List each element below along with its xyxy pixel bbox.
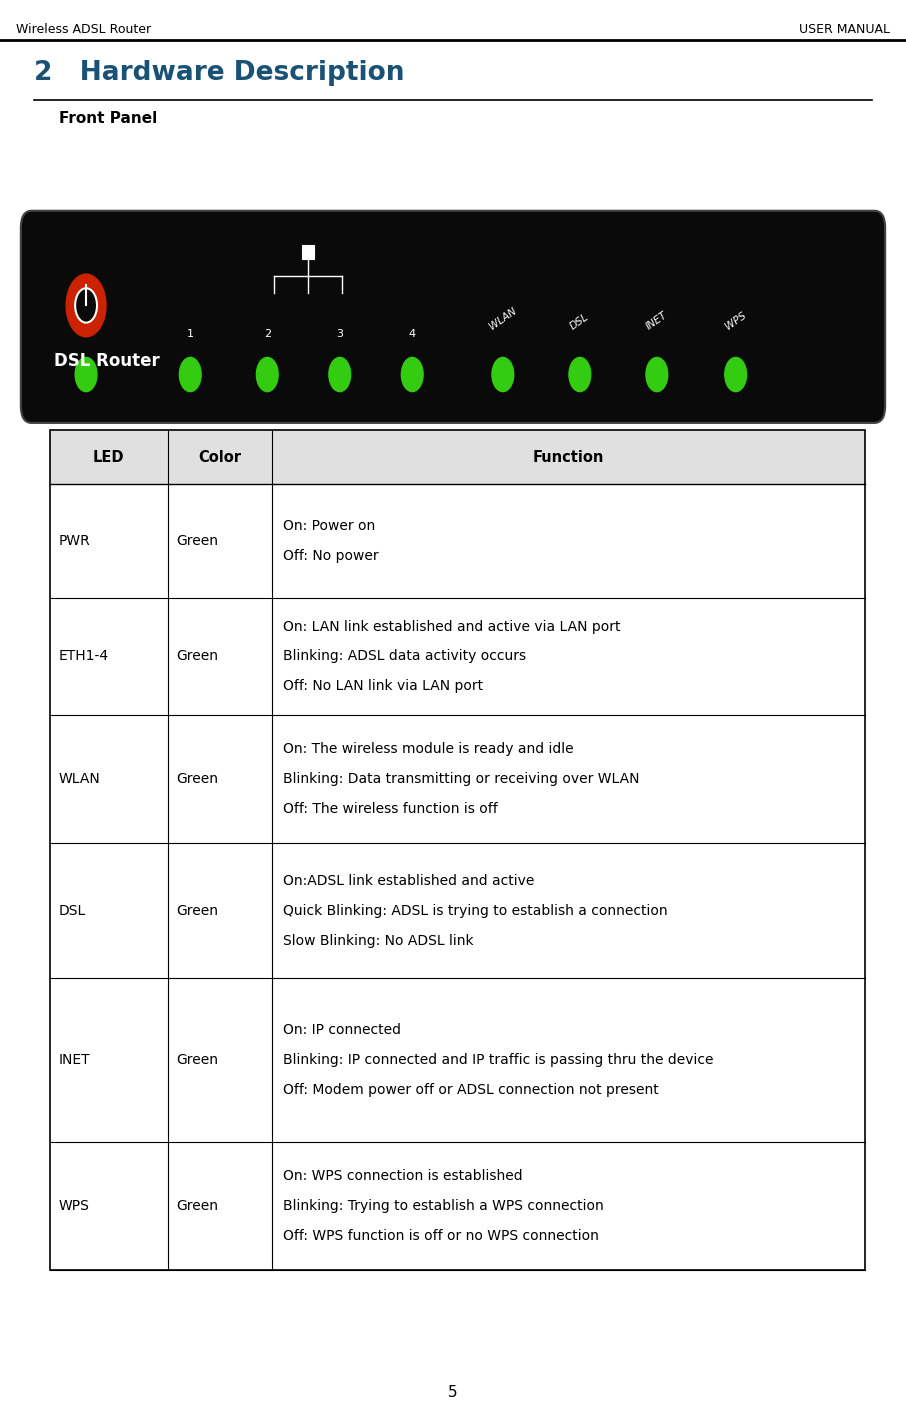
Text: ETH1-4: ETH1-4 [59,649,109,664]
Text: Green: Green [177,1054,218,1067]
Text: Blinking: IP connected and IP traffic is passing thru the device: Blinking: IP connected and IP traffic is… [283,1054,713,1067]
Circle shape [492,357,514,392]
Circle shape [725,357,747,392]
Text: 1: 1 [187,329,194,339]
Text: On:ADSL link established and active: On:ADSL link established and active [283,874,534,887]
Circle shape [569,357,591,392]
Text: Green: Green [177,772,218,786]
Bar [50,430,865,484]
Text: 2   Hardware Description: 2 Hardware Description [34,60,405,85]
Text: Slow Blinking: No ADSL link: Slow Blinking: No ADSL link [283,934,473,947]
Bar [50,598,865,715]
Text: 2: 2 [264,329,271,339]
Text: WLAN: WLAN [59,772,101,786]
Bar [50,843,865,978]
Text: Off: No LAN link via LAN port: Off: No LAN link via LAN port [283,679,483,693]
Text: LED: LED [93,450,124,464]
Circle shape [75,357,97,392]
Text: INET: INET [644,310,670,332]
Text: PWR: PWR [59,534,91,548]
Text: On: Power on: On: Power on [283,520,375,533]
Circle shape [646,357,668,392]
Text: Front Panel: Front Panel [59,111,157,127]
Text: INET: INET [59,1054,91,1067]
Text: Green: Green [177,904,218,917]
Bar [50,715,865,843]
Text: 5: 5 [448,1386,458,1400]
Text: Blinking: ADSL data activity occurs: Blinking: ADSL data activity occurs [283,649,525,664]
Text: DSL Router: DSL Router [54,352,160,370]
Text: Off: WPS function is off or no WPS connection: Off: WPS function is off or no WPS conne… [283,1229,599,1243]
Bar [302,245,314,259]
Bar [50,1142,865,1270]
Text: WPS: WPS [723,310,748,332]
Text: Color: Color [198,450,241,464]
Text: 4: 4 [409,329,416,339]
Text: Off: Modem power off or ADSL connection not present: Off: Modem power off or ADSL connection … [283,1084,659,1096]
Text: Green: Green [177,649,218,664]
Circle shape [179,357,201,392]
Text: DSL: DSL [59,904,86,917]
Text: Blinking: Data transmitting or receiving over WLAN: Blinking: Data transmitting or receiving… [283,772,639,786]
Text: Green: Green [177,1199,218,1213]
Text: WPS: WPS [59,1199,90,1213]
Text: On: LAN link established and active via LAN port: On: LAN link established and active via … [283,619,621,634]
Circle shape [75,288,97,323]
Bar [50,484,865,598]
Circle shape [401,357,423,392]
Text: Blinking: Trying to establish a WPS connection: Blinking: Trying to establish a WPS conn… [283,1199,603,1213]
Circle shape [66,273,106,337]
Text: Off: No power: Off: No power [283,550,379,562]
Bar [50,978,865,1142]
Text: WLAN: WLAN [487,306,518,332]
Text: Function: Function [533,450,604,464]
Circle shape [256,357,278,392]
Text: On: IP connected: On: IP connected [283,1024,400,1037]
Text: On: The wireless module is ready and idle: On: The wireless module is ready and idl… [283,742,573,756]
Text: 3: 3 [336,329,343,339]
Text: On: WPS connection is established: On: WPS connection is established [283,1169,522,1183]
FancyBboxPatch shape [21,211,885,423]
Text: Green: Green [177,534,218,548]
Text: USER MANUAL: USER MANUAL [799,23,890,37]
Text: Quick Blinking: ADSL is trying to establish a connection: Quick Blinking: ADSL is trying to establ… [283,904,668,917]
Text: Off: The wireless function is off: Off: The wireless function is off [283,802,497,816]
Text: Wireless ADSL Router: Wireless ADSL Router [16,23,151,37]
Bar [50,430,865,1270]
Text: DSL: DSL [569,312,591,332]
Circle shape [329,357,351,392]
